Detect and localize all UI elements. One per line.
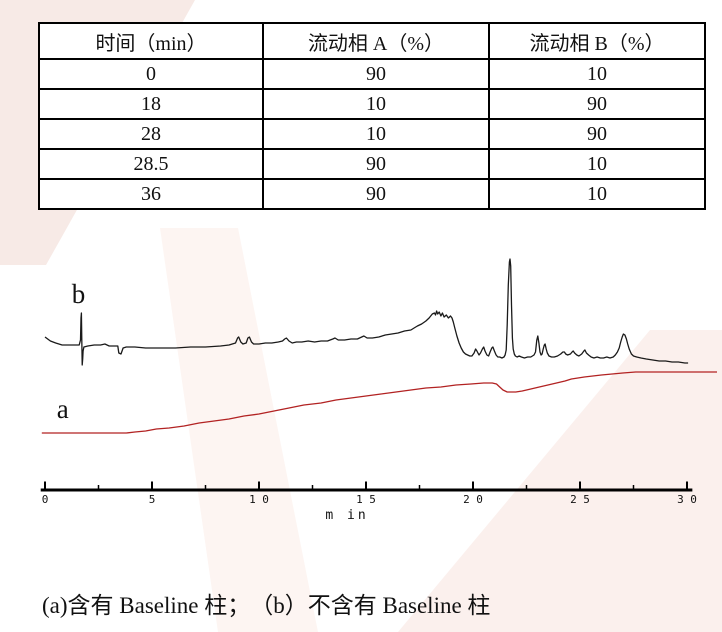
table-cell: 90 — [262, 148, 490, 180]
table-header-mobile-phase-a: 流动相 A（%） — [262, 22, 490, 60]
table-cell: 10 — [262, 88, 490, 120]
table-header-mobile-phase-b: 流动相 B（%） — [488, 22, 706, 60]
x-axis-tick-label: 0 — [42, 493, 49, 506]
table-cell: 36 — [38, 178, 264, 210]
table-row: 18 10 90 — [38, 88, 706, 120]
table-cell: 90 — [262, 58, 490, 90]
table-header-row: 时间（min） 流动相 A（%） 流动相 B（%） — [38, 22, 706, 60]
table-cell: 90 — [488, 118, 706, 150]
gradient-table: 时间（min） 流动相 A（%） 流动相 B（%） 0 90 10 18 10 … — [38, 22, 706, 210]
table-cell: 10 — [488, 178, 706, 210]
table-cell: 10 — [488, 58, 706, 90]
trace-label-b: b — [72, 279, 86, 309]
trace-label-a: a — [57, 394, 69, 424]
table-header-time: 时间（min） — [38, 22, 264, 60]
table-cell: 0 — [38, 58, 264, 90]
table-row: 28 10 90 — [38, 118, 706, 150]
table-cell: 10 — [262, 118, 490, 150]
x-axis-tick-label: 1 0 — [249, 493, 269, 506]
trace-b — [44, 258, 689, 366]
x-axis-label: m in — [325, 508, 368, 523]
x-axis-tick-label: 3 0 — [677, 493, 697, 506]
figure-caption: (a)含有 Baseline 柱； （b）不含有 Baseline 柱 — [42, 593, 491, 618]
table-cell: 90 — [262, 178, 490, 210]
table-cell: 18 — [38, 88, 264, 120]
table-cell: 10 — [488, 148, 706, 180]
table-cell: 28 — [38, 118, 264, 150]
x-axis-tick-label: 1 5 — [356, 493, 376, 506]
table-row: 28.5 90 10 — [38, 148, 706, 180]
table-row: 0 90 10 — [38, 58, 706, 90]
table-row: 36 90 10 — [38, 178, 706, 210]
table-cell: 28.5 — [38, 148, 264, 180]
x-axis-tick-label: 2 0 — [463, 493, 483, 506]
x-axis-tick-label: 2 5 — [570, 493, 590, 506]
trace-a — [41, 371, 717, 434]
x-axis-tick-label: 5 — [149, 493, 156, 506]
table-cell: 90 — [488, 88, 706, 120]
